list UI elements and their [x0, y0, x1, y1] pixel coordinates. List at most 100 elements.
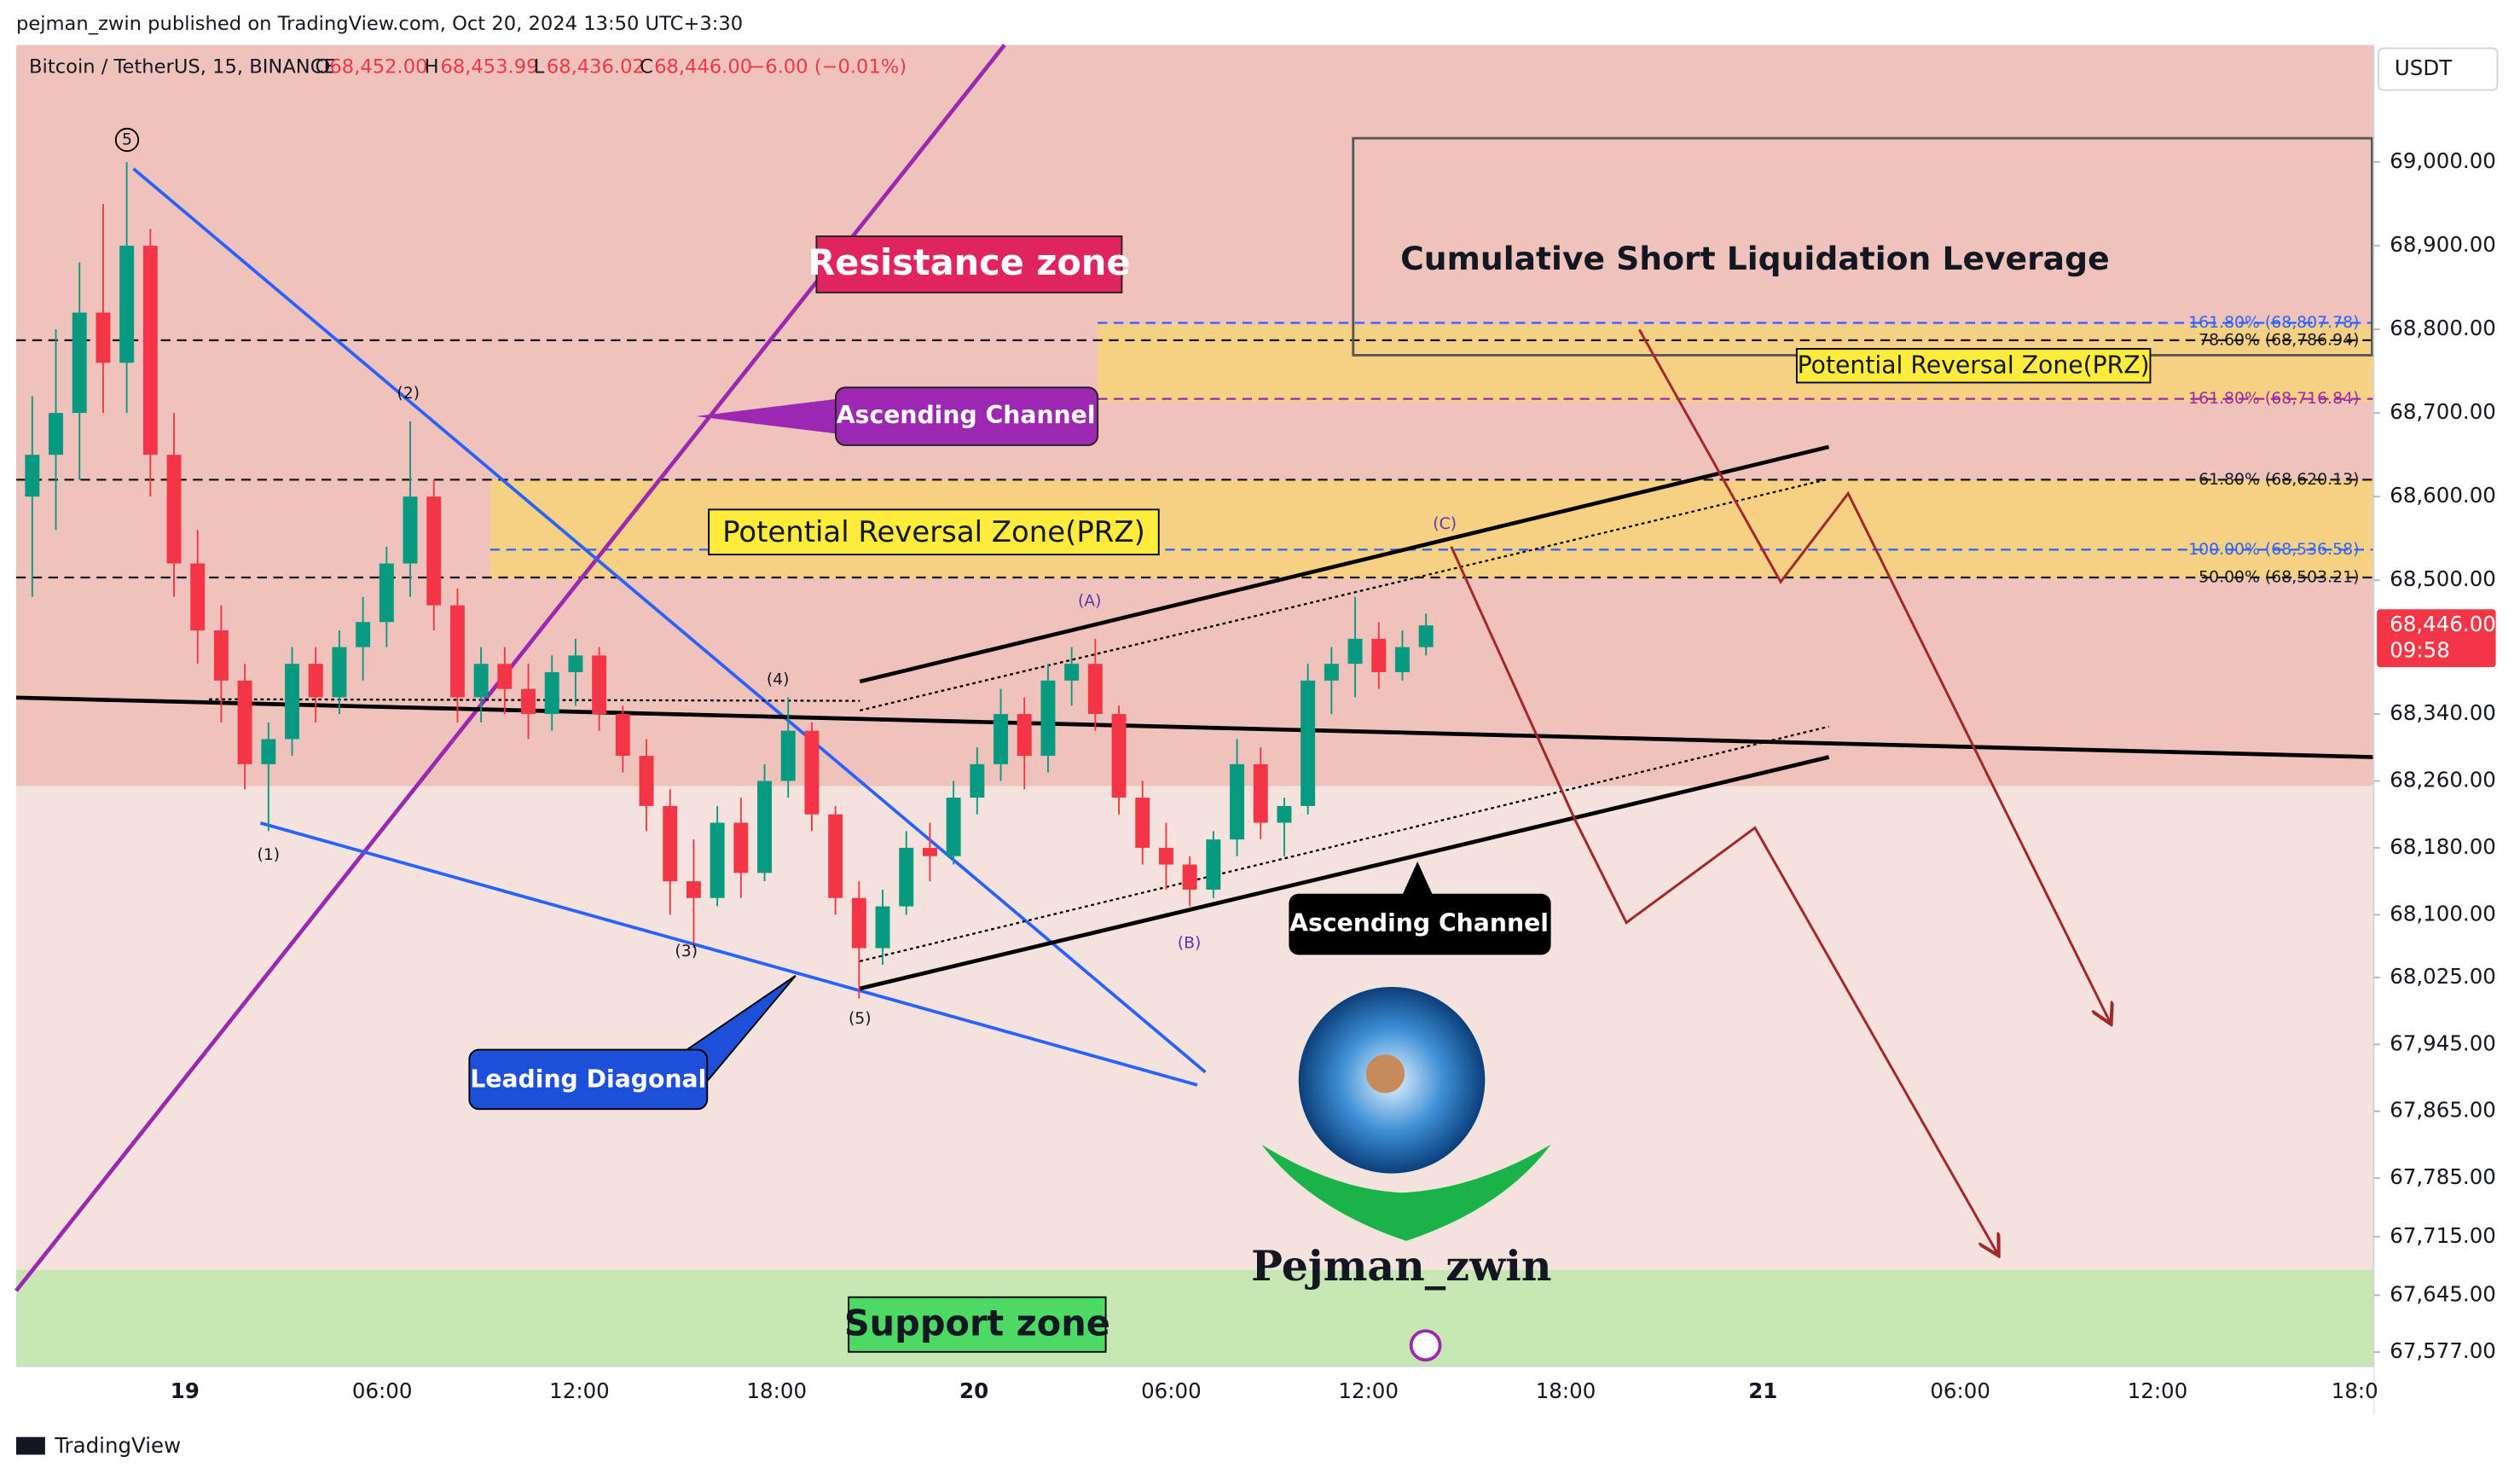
logo-face: [1365, 1054, 1405, 1094]
support-area: [15, 1269, 2374, 1367]
x-tick-label: 12:00: [549, 1378, 610, 1403]
candle-body: [213, 630, 229, 681]
y-tick-label: 68,100.00: [2390, 901, 2496, 926]
resistance-label: Resistance zone: [808, 242, 1130, 283]
y-tick-label: 67,785.00: [2390, 1164, 2496, 1189]
y-tick-label: 68,600.00: [2390, 483, 2496, 508]
callout-pointer: [1401, 862, 1434, 897]
ohlc-value: 68,446.00: [654, 56, 752, 78]
currency-label[interactable]: USDT: [2395, 55, 2453, 80]
candle-body: [946, 798, 961, 856]
candle-body: [142, 246, 158, 456]
candle-body: [1040, 680, 1056, 757]
ohlc-key: H: [425, 56, 439, 78]
fib-label: 50.00% (68,503.21): [2198, 569, 2359, 587]
y-tick-label: 68,700.00: [2390, 399, 2496, 424]
candle-body: [1182, 864, 1197, 890]
x-tick-label: 19: [171, 1378, 200, 1403]
time-axis-bg: [15, 1366, 2374, 1415]
prz-label-box: [708, 508, 1160, 556]
ohlc-key: L: [534, 56, 545, 78]
candle-body: [403, 496, 418, 564]
candle-body: [1301, 680, 1316, 806]
candle-body: [1206, 839, 1221, 890]
x-tick-label: 06:00: [352, 1378, 413, 1403]
last-price-box: [2377, 609, 2496, 668]
wave-label: (4): [767, 671, 790, 689]
x-tick-label: 12:00: [1338, 1378, 1399, 1403]
candle-body: [119, 246, 135, 363]
candle-body: [1371, 638, 1387, 673]
support-label-box: [848, 1296, 1107, 1353]
candle-body: [568, 655, 583, 673]
candles: [25, 162, 1434, 999]
candle-body: [851, 897, 866, 949]
candle-body: [49, 413, 63, 456]
channel-mid-lower: [860, 725, 1829, 962]
channel-callout-black: [1289, 893, 1551, 955]
diagonal-lower: [259, 821, 1198, 1087]
ohlc-value: 68,453.99: [440, 56, 538, 78]
wave-label: (A): [1078, 592, 1102, 610]
candle-body: [1394, 647, 1410, 673]
candle-body: [1230, 763, 1245, 840]
diagonal-label: Leading Diagonal: [470, 1065, 706, 1093]
candle-body: [1418, 625, 1434, 647]
y-tick-label: 69,000.00: [2390, 148, 2496, 173]
prz-label: Potential Reversal Zone(PRZ): [1798, 351, 2150, 380]
candle-body: [899, 847, 914, 907]
prz-label-box: [1795, 347, 2152, 384]
trend-line: [15, 695, 2374, 759]
tv-logo: [15, 1436, 45, 1455]
x-tick-label: 20: [959, 1378, 988, 1403]
candle-body: [190, 563, 206, 631]
candle-body: [1064, 664, 1080, 681]
channel-label: Ascending Channel: [1289, 909, 1549, 937]
prz-label: Potential Reversal Zone(PRZ): [722, 515, 1145, 548]
channel-upper: [859, 444, 1830, 684]
author-label: Pejman_zwin: [1251, 1241, 1551, 1291]
dotted-line: [209, 698, 860, 702]
y-tick-label: 68,900.00: [2390, 232, 2496, 257]
currency-button[interactable]: [2378, 47, 2499, 91]
candle-body: [922, 847, 937, 856]
ohlc-key: C: [640, 56, 653, 78]
candle-body: [497, 664, 513, 689]
wave-label: (1): [257, 846, 280, 864]
ohlc-value: 68,452.00: [329, 56, 427, 78]
wave-circle: [114, 127, 140, 153]
candle-body: [72, 312, 87, 414]
candle-body: [1158, 847, 1173, 865]
fib-label: 161.80% (68,716.84): [2188, 390, 2359, 408]
candle-body: [1087, 664, 1103, 715]
candle-body: [356, 622, 371, 647]
y-tick-label: 67,577.00: [2390, 1338, 2496, 1363]
price-axis-bg: [2373, 44, 2520, 1415]
candle-body: [544, 672, 559, 715]
candle-body: [521, 688, 536, 715]
wave-label: (5): [849, 1010, 872, 1028]
wave-label: (C): [1433, 515, 1457, 533]
candle-body: [379, 563, 394, 623]
candle-body: [285, 664, 300, 740]
liquidation-label: Cumulative Short Liquidation Leverage: [1400, 240, 2109, 277]
channel-mid-upper: [860, 478, 1829, 712]
y-tick-label: 68,800.00: [2390, 316, 2496, 340]
ohlc-value: 68,436.02: [547, 56, 645, 78]
x-tick-label: 06:00: [1141, 1378, 1202, 1403]
projection-arrow: [1637, 328, 2110, 1022]
lightning-icon: [1409, 1329, 1442, 1362]
x-tick-label: 18:00: [746, 1378, 807, 1403]
x-tick-label: 21: [1748, 1378, 1777, 1403]
change-value: −6.00 (−0.01%): [749, 56, 907, 78]
candle-body: [25, 455, 40, 497]
y-tick-label: 68,260.00: [2390, 767, 2496, 792]
candle-body: [1347, 638, 1363, 664]
axes: 69,000.00 68,900.00 68,800.00 68,700.00 68,6…: [171, 148, 2496, 1403]
x-tick-label: 06:00: [1930, 1378, 1990, 1403]
candle-body: [96, 312, 111, 363]
wave-label: (B): [1178, 935, 1202, 953]
x-tick-label: 12:00: [2128, 1378, 2188, 1403]
